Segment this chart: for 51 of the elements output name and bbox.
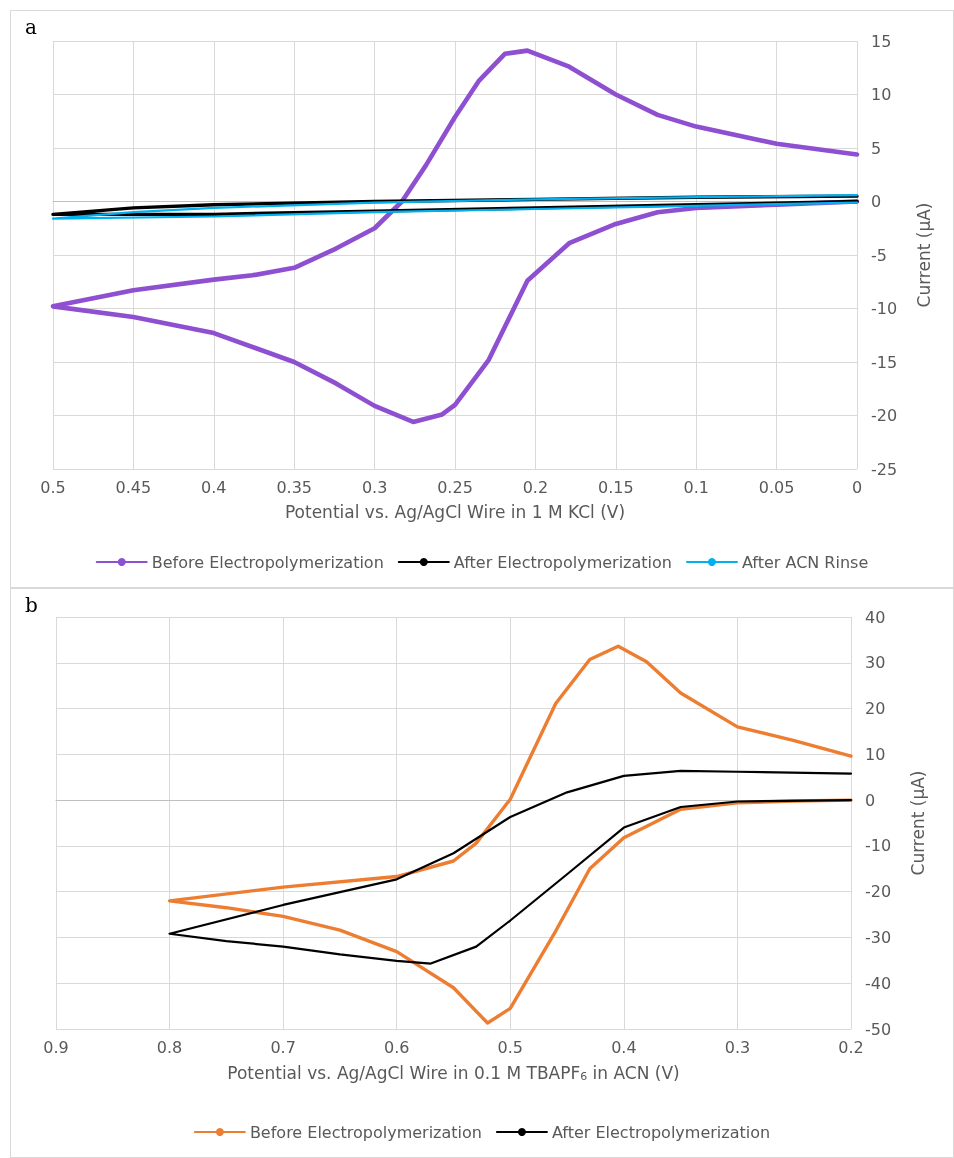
- x-tick-label: 0.1: [683, 477, 709, 497]
- y-tick-label: 20: [865, 699, 886, 719]
- legend-label: After Electropolymerization: [551, 1122, 771, 1142]
- y-tick-label: 30: [865, 653, 886, 673]
- x-tick-label: 0.35: [276, 477, 313, 497]
- x-tick-label: 0.3: [361, 477, 388, 497]
- legend-label: Before Electropolymerization: [249, 1122, 482, 1142]
- y-tick-label: 10: [871, 85, 892, 104]
- y-axis-title: Current (μA): [907, 770, 928, 876]
- y-tick-label: -5: [871, 245, 887, 265]
- y-tick-label: 40: [865, 607, 886, 627]
- legend-label: After Electropolymerization: [453, 552, 672, 572]
- y-tick-label: -10: [871, 299, 898, 318]
- x-tick-label: 0.9: [43, 1037, 69, 1057]
- y-tick-label: -15: [871, 352, 898, 372]
- y-tick-label: -30: [865, 927, 892, 947]
- x-tick-label: 0.5: [40, 477, 66, 497]
- x-tick-label: 0.2: [522, 477, 549, 497]
- y-tick-label: -25: [871, 459, 898, 479]
- line-series: [167, 644, 853, 1025]
- y-axis-title: Current (μA): [913, 202, 934, 308]
- y-tick-label: -20: [865, 882, 892, 902]
- line-series: [50, 48, 860, 425]
- x-tick-label: 0.4: [201, 477, 227, 497]
- x-tick-label: 0.25: [437, 477, 473, 497]
- y-tick-label: 0: [865, 790, 876, 810]
- y-tick-label: -40: [865, 973, 892, 993]
- text: b: [25, 593, 38, 617]
- x-tick-label: 0.05: [758, 477, 795, 497]
- y-tick-label: -50: [865, 1019, 892, 1039]
- x-tick-label: 0.8: [156, 1037, 183, 1057]
- legend-label: Before Electropolymerization: [151, 552, 384, 572]
- y-tick-label: 5: [871, 138, 882, 158]
- x-tick-label: 0.3: [724, 1037, 751, 1057]
- y-tick-label: 0: [871, 192, 882, 211]
- x-tick-label: 0.7: [270, 1037, 296, 1057]
- x-tick-label: 0.4: [611, 1037, 637, 1057]
- y-tick-label: 15: [871, 31, 892, 51]
- y-tick-label: -20: [871, 406, 898, 425]
- x-tick-label: 0.15: [597, 477, 634, 497]
- x-tick-label: 0.5: [497, 1037, 524, 1057]
- y-tick-label: -10: [865, 836, 892, 856]
- text: a: [25, 15, 37, 39]
- x-tick-label: 0: [851, 477, 863, 497]
- x-tick-label: 0.2: [838, 1037, 864, 1057]
- line-series: [168, 769, 853, 965]
- x-tick-label: 0.45: [115, 477, 152, 497]
- legend-label: After ACN Rinse: [741, 552, 869, 572]
- x-axis-title: Potential vs. Ag/AgCl Wire in 1 M KCl (V): [284, 501, 626, 522]
- y-tick-label: 10: [865, 744, 886, 764]
- x-tick-label: 0.6: [383, 1037, 410, 1057]
